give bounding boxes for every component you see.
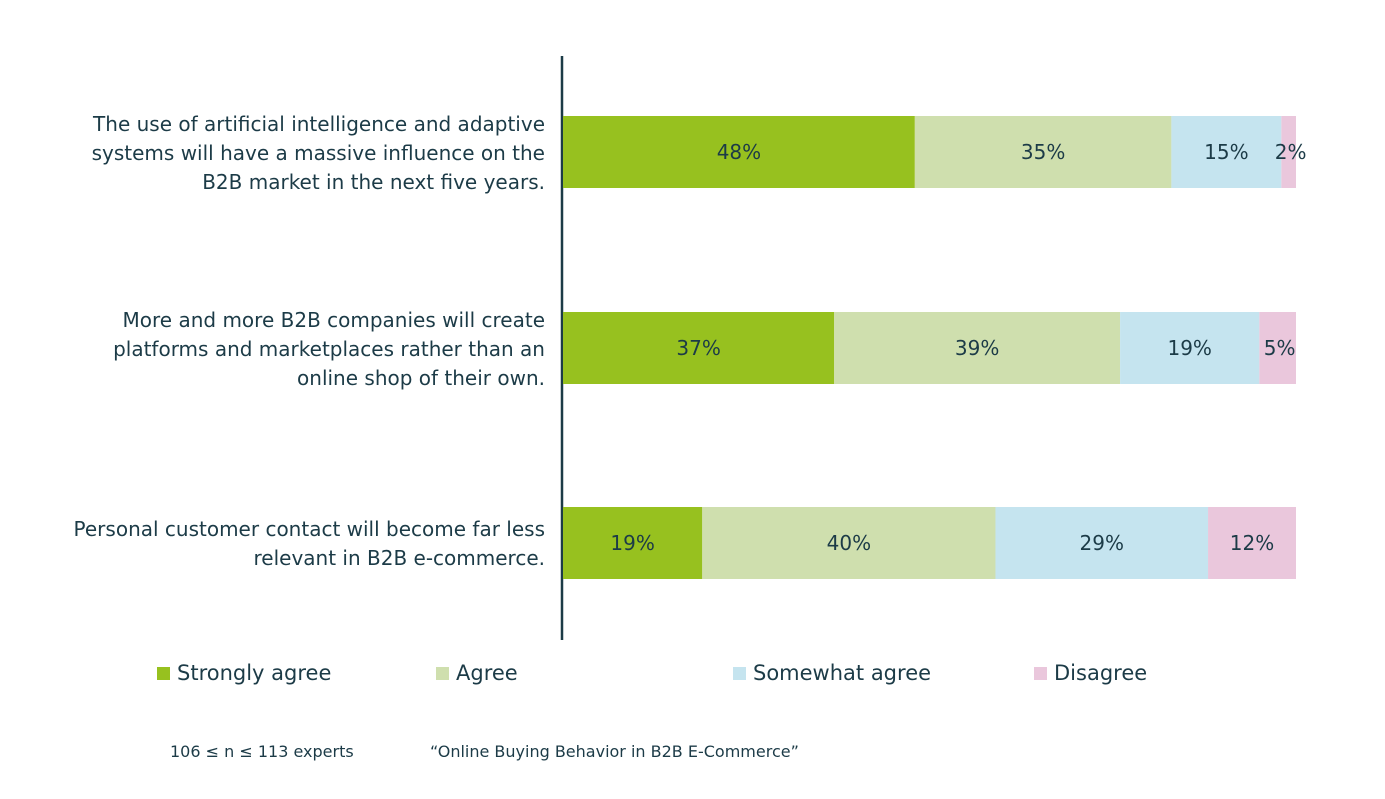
bar-segment xyxy=(702,507,996,579)
category-label-line: relevant in B2B e-commerce. xyxy=(253,546,546,570)
bar-segment xyxy=(1208,507,1296,579)
data-label: 40% xyxy=(827,531,871,555)
data-label: 37% xyxy=(676,336,720,360)
legend-disagree: Disagree xyxy=(1034,658,1147,688)
legend-swatch-disagree xyxy=(1034,666,1047,680)
legend-somewhat-agree: Somewhat agree xyxy=(733,658,931,688)
bar-segment xyxy=(914,116,1172,188)
legend-swatch-agree xyxy=(436,666,449,680)
legend-strongly-agree: Strongly agree xyxy=(157,658,331,688)
category-label-line: systems will have a massive influence on… xyxy=(91,140,545,165)
category-label: Personal customer contact will become fa… xyxy=(25,515,545,573)
data-label: 19% xyxy=(1167,336,1211,360)
source-note: “Online Buying Behavior in B2B E-Commerc… xyxy=(430,742,799,761)
legend-label-disagree: Disagree xyxy=(1054,661,1148,685)
bar-segment xyxy=(563,507,703,579)
category-label-line: The use of artificial intelligence and a… xyxy=(93,111,545,136)
data-label: 29% xyxy=(1080,531,1124,555)
legend-label-agree: Agree xyxy=(456,661,518,685)
data-label: 35% xyxy=(1021,140,1065,164)
category-label: The use of artificial intelligence and a… xyxy=(25,110,545,197)
legend-swatch-somewhat-agree xyxy=(733,666,746,680)
data-label: 19% xyxy=(610,531,654,555)
legend-label-strongly-agree: Strongly agree xyxy=(177,661,332,685)
category-label-line: platforms and marketplaces rather than a… xyxy=(113,336,545,361)
bar-segment xyxy=(563,312,835,384)
legend-label-somewhat-agree: Somewhat agree xyxy=(753,661,932,685)
data-label: 39% xyxy=(955,336,999,360)
legend-swatch-strongly-agree xyxy=(157,666,170,680)
category-label: More and more B2B companies will create p… xyxy=(25,306,545,393)
bar-segment xyxy=(563,116,915,188)
category-label-line: B2B market in the next five years. xyxy=(202,169,545,194)
bar-segment xyxy=(1171,116,1282,188)
bar-segment xyxy=(834,312,1121,384)
data-label: 2% xyxy=(1275,140,1307,164)
category-label-line: More and more B2B companies will create xyxy=(122,307,545,332)
data-label: 48% xyxy=(717,140,761,164)
bar-segment xyxy=(1259,312,1296,384)
data-label: 15% xyxy=(1204,140,1248,164)
sample-size-note: 106 ≤ n ≤ 113 experts xyxy=(170,742,354,761)
bar-segment xyxy=(1281,116,1296,188)
category-label-line: Personal customer contact will become fa… xyxy=(73,517,545,541)
data-label: 5% xyxy=(1264,336,1296,360)
bar-segment xyxy=(995,507,1209,579)
data-label: 12% xyxy=(1230,531,1274,555)
legend-agree: Agree xyxy=(436,658,518,688)
category-label-line: online shop of their own. xyxy=(297,365,545,390)
bar-segment xyxy=(1120,312,1260,384)
